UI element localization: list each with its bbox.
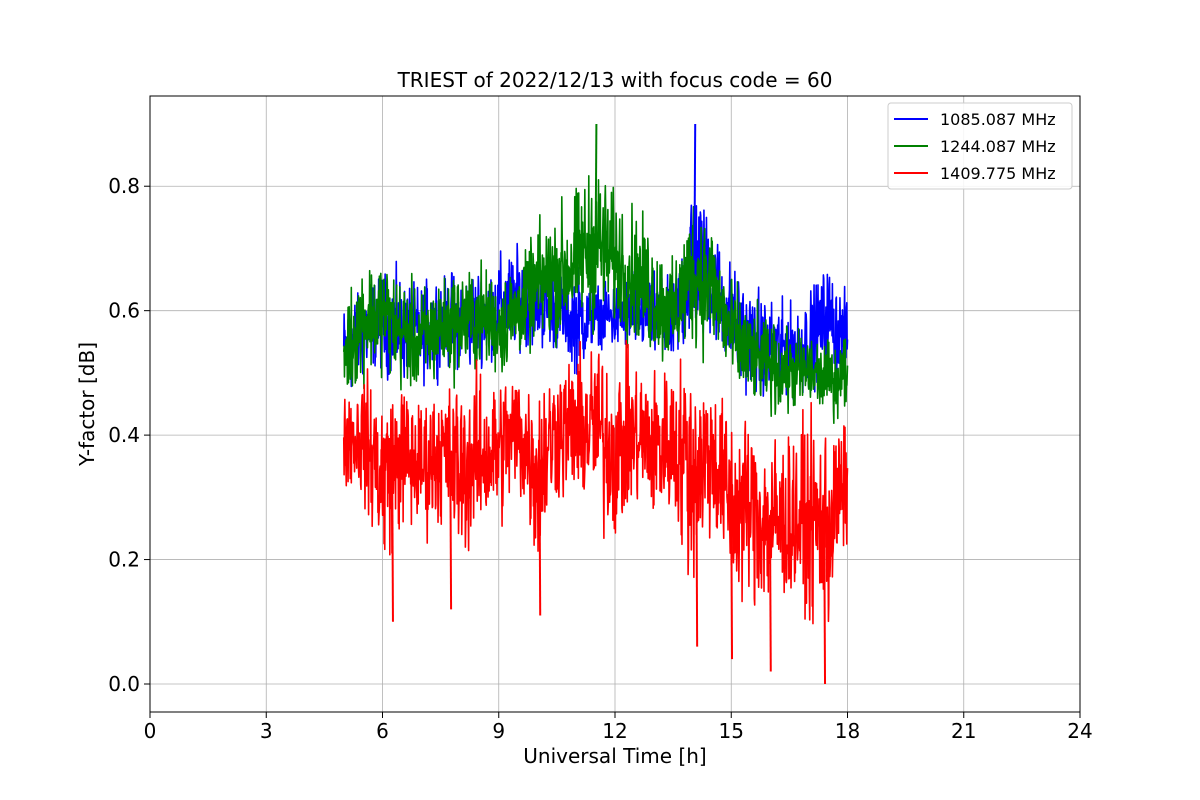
- legend-box: [887, 102, 1073, 190]
- x-tick-label: 9: [492, 719, 505, 743]
- y-tick-label: 0.6: [108, 299, 140, 323]
- x-axis-label: Universal Time [h]: [523, 744, 706, 768]
- series-line-2: [342, 175, 849, 425]
- x-tick-label: 12: [602, 719, 627, 743]
- spike-mark: [693, 123, 697, 260]
- spike-mark: [391, 467, 394, 622]
- spike-mark: [538, 468, 542, 616]
- y-tick-label: 0.0: [108, 672, 140, 696]
- y-tick-label: 0.8: [108, 174, 140, 198]
- spike-mark: [769, 525, 772, 672]
- legend: 1085.087 MHz 1244.087 MHz 1409.775 MHz: [887, 102, 1073, 190]
- x-tick-label: 24: [1067, 719, 1092, 743]
- spike-mark: [695, 466, 699, 647]
- spike-mark: [730, 506, 734, 660]
- legend-label: 1409.775 MHz: [940, 164, 1056, 183]
- legend-label: 1244.087 MHz: [940, 137, 1056, 156]
- x-tick-label: 18: [835, 719, 860, 743]
- series-line-1: [342, 204, 849, 400]
- spike-mark: [449, 461, 453, 610]
- spike-mark: [823, 527, 827, 685]
- legend-label: 1085.087 MHz: [940, 110, 1056, 129]
- x-tick-label: 15: [719, 719, 744, 743]
- series-line-3: [342, 339, 849, 625]
- chart-title: TRIEST of 2022/12/13 with focus code = 6…: [397, 68, 833, 92]
- y-tick-label: 0.2: [108, 548, 140, 572]
- x-tick-label: 21: [951, 719, 976, 743]
- spike-mark: [594, 123, 598, 243]
- y-axis-label: Y-factor [dB]: [75, 342, 99, 467]
- y-tick-label: 0.4: [108, 423, 140, 447]
- x-tick-label: 6: [376, 719, 389, 743]
- data-area: [342, 123, 849, 685]
- x-tick-label: 3: [260, 719, 273, 743]
- x-tick-label: 0: [144, 719, 157, 743]
- axis-ticks: 0 3 6 9 12 15 18 21 24 0.0 0.2 0.4 0.6 0.8: [108, 174, 1093, 743]
